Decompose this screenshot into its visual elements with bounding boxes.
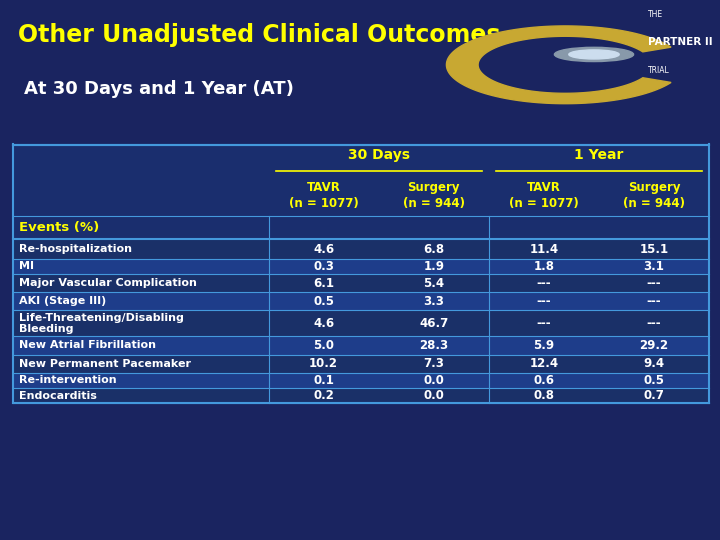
Text: MI: MI — [19, 261, 34, 272]
Text: 0.5: 0.5 — [644, 374, 665, 387]
Text: 0.0: 0.0 — [423, 374, 444, 387]
FancyBboxPatch shape — [13, 355, 709, 373]
Text: 5.9: 5.9 — [534, 339, 554, 352]
Text: Other Unadjusted Clinical Outcomes: Other Unadjusted Clinical Outcomes — [18, 23, 500, 48]
FancyBboxPatch shape — [13, 259, 709, 274]
Text: Major Vascular Complication: Major Vascular Complication — [19, 278, 197, 288]
Text: Re-hospitalization: Re-hospitalization — [19, 244, 132, 254]
Text: 5.0: 5.0 — [313, 339, 334, 352]
Text: 1.8: 1.8 — [534, 260, 554, 273]
Text: AKI (Stage III): AKI (Stage III) — [19, 296, 106, 306]
Text: 0.7: 0.7 — [644, 389, 665, 402]
Text: 0.0: 0.0 — [423, 389, 444, 402]
Text: 0.6: 0.6 — [534, 374, 554, 387]
Text: ---: --- — [647, 276, 662, 289]
FancyBboxPatch shape — [13, 336, 709, 355]
Circle shape — [554, 48, 634, 62]
Text: 5.4: 5.4 — [423, 276, 444, 289]
Text: Surgery
(n = 944): Surgery (n = 944) — [402, 180, 465, 210]
Polygon shape — [446, 26, 671, 104]
Text: 0.3: 0.3 — [313, 260, 334, 273]
Text: 6.1: 6.1 — [313, 276, 334, 289]
Text: New Permanent Pacemaker: New Permanent Pacemaker — [19, 359, 191, 369]
Text: 9.4: 9.4 — [644, 357, 665, 370]
Text: 4.6: 4.6 — [313, 242, 334, 255]
Text: ---: --- — [536, 317, 552, 330]
Text: 29.2: 29.2 — [639, 339, 669, 352]
Text: 30 Days: 30 Days — [348, 148, 410, 162]
Text: 3.3: 3.3 — [423, 295, 444, 308]
Text: ---: --- — [647, 317, 662, 330]
Circle shape — [569, 50, 619, 59]
FancyBboxPatch shape — [13, 388, 709, 403]
Text: 1.9: 1.9 — [423, 260, 444, 273]
Text: 28.3: 28.3 — [419, 339, 449, 352]
Text: TAVR
(n = 1077): TAVR (n = 1077) — [289, 180, 359, 210]
FancyBboxPatch shape — [13, 274, 709, 292]
Text: PARTNER II: PARTNER II — [648, 37, 713, 46]
Text: Re-intervention: Re-intervention — [19, 375, 117, 385]
Text: 46.7: 46.7 — [419, 317, 449, 330]
Text: 15.1: 15.1 — [639, 242, 669, 255]
Text: 7.3: 7.3 — [423, 357, 444, 370]
FancyBboxPatch shape — [13, 239, 709, 259]
Text: Life-Threatening/Disabling
Bleeding: Life-Threatening/Disabling Bleeding — [19, 313, 184, 334]
Text: 1 Year: 1 Year — [575, 148, 624, 162]
Text: 0.8: 0.8 — [534, 389, 554, 402]
FancyBboxPatch shape — [13, 144, 709, 239]
Text: 4.6: 4.6 — [313, 317, 334, 330]
Text: ---: --- — [536, 295, 552, 308]
Text: 12.4: 12.4 — [529, 357, 559, 370]
Text: 6.8: 6.8 — [423, 242, 444, 255]
Text: 0.5: 0.5 — [313, 295, 334, 308]
Text: 10.2: 10.2 — [309, 357, 338, 370]
Text: ---: --- — [647, 295, 662, 308]
Text: ---: --- — [536, 276, 552, 289]
Text: Surgery
(n = 944): Surgery (n = 944) — [623, 180, 685, 210]
Text: At 30 Days and 1 Year (AT): At 30 Days and 1 Year (AT) — [24, 80, 294, 98]
Text: 0.1: 0.1 — [313, 374, 334, 387]
Text: TRIAL: TRIAL — [648, 66, 670, 75]
FancyBboxPatch shape — [13, 292, 709, 310]
Text: THE: THE — [648, 10, 663, 19]
FancyBboxPatch shape — [13, 310, 709, 336]
Text: New Atrial Fibrillation: New Atrial Fibrillation — [19, 341, 156, 350]
Text: 11.4: 11.4 — [529, 242, 559, 255]
Text: Events (%): Events (%) — [19, 221, 99, 234]
Text: Endocarditis: Endocarditis — [19, 390, 96, 401]
Text: TAVR
(n = 1077): TAVR (n = 1077) — [509, 180, 579, 210]
Text: 3.1: 3.1 — [644, 260, 665, 273]
FancyBboxPatch shape — [13, 373, 709, 388]
Text: 0.2: 0.2 — [313, 389, 334, 402]
